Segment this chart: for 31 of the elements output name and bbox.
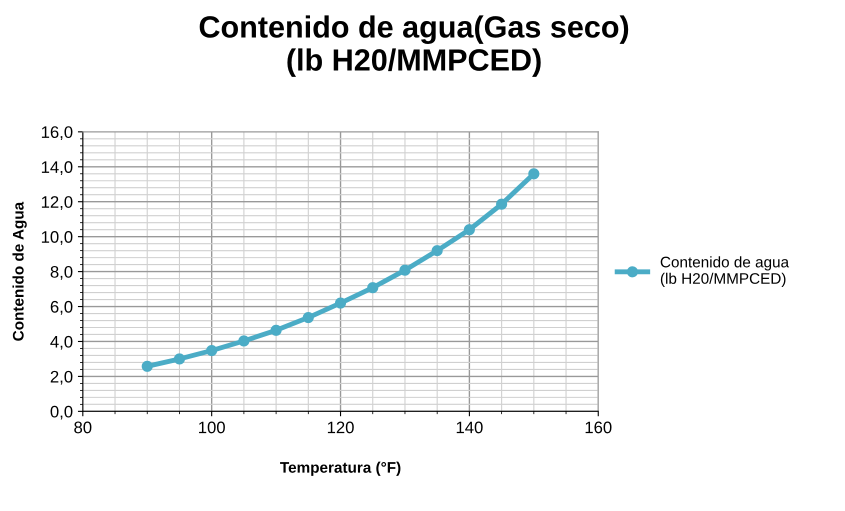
x-axis-title: Temperatura (°F) bbox=[280, 462, 400, 476]
point bbox=[142, 360, 153, 372]
point bbox=[238, 335, 250, 347]
y-tick-label: 4,0 bbox=[50, 336, 72, 350]
y-tick-label: 16,0 bbox=[42, 126, 72, 140]
y-tick-label: 0,0 bbox=[50, 406, 72, 420]
x-tick-label: 160 bbox=[586, 422, 612, 434]
legend-label: Contenido de agua (lb H20/MMPCED) bbox=[660, 256, 790, 287]
y-tick-label: 12,0 bbox=[42, 196, 72, 210]
x-tick-label: 120 bbox=[328, 422, 354, 434]
point bbox=[174, 353, 186, 364]
y-axis-title: Contenido de Agua bbox=[12, 202, 27, 341]
chart-title: Contenido de agua(Gas seco) (lb H20/MMPCED) bbox=[200, 15, 628, 77]
point bbox=[206, 345, 218, 356]
y-tick-label: 2,0 bbox=[50, 370, 72, 385]
point bbox=[464, 224, 475, 236]
y-tick-label: 14,0 bbox=[42, 161, 72, 175]
x-tick-label: 80 bbox=[74, 422, 92, 434]
point bbox=[334, 297, 346, 309]
y-tick-label: 6,0 bbox=[50, 300, 72, 315]
point bbox=[367, 282, 378, 294]
point bbox=[399, 264, 411, 276]
y-tick-label: 10,0 bbox=[42, 231, 72, 245]
y-tick-label: 8,0 bbox=[50, 266, 72, 280]
point bbox=[528, 168, 540, 180]
point bbox=[270, 324, 282, 336]
point bbox=[302, 312, 314, 324]
point bbox=[496, 198, 508, 210]
point bbox=[432, 245, 443, 256]
x-tick-label: 100 bbox=[199, 422, 225, 434]
x-tick-label: 140 bbox=[456, 422, 483, 434]
